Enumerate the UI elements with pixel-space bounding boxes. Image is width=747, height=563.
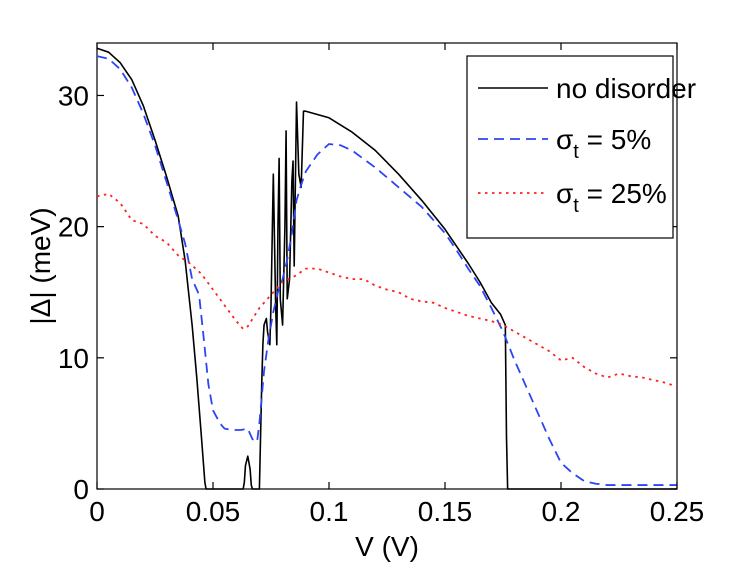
series-layer: [96, 47, 678, 490]
x-tick-label: 0.2: [542, 496, 581, 527]
legend-label-1: σt = 5%: [556, 124, 651, 163]
x-tick-label: 0.15: [418, 496, 473, 527]
legend-box: [466, 55, 674, 239]
legend-label-2: σt = 25%: [556, 178, 667, 217]
x-axis-label: V (V): [355, 531, 419, 562]
y-tick-label: 0: [73, 474, 89, 505]
y-axis-label: |Δ| (meV): [25, 207, 56, 324]
x-tick-label: 0.25: [650, 496, 705, 527]
y-tick-label: 30: [58, 80, 89, 111]
legend-label-0: no disorder: [556, 73, 696, 104]
series-line-0: [96, 47, 677, 490]
series-line-2: [96, 192, 678, 388]
legend: no disorder σt = 5% σt = 25%: [466, 55, 696, 239]
x-tick-label: 0: [89, 496, 105, 527]
ticks-layer: 0 0.05 0.1 0.15 0.2 0.25 0 10 20 30: [58, 43, 704, 527]
series-line-1: [96, 55, 677, 486]
y-tick-label: 10: [58, 343, 89, 374]
x-tick-label: 0.05: [186, 496, 241, 527]
y-tick-label: 20: [58, 212, 89, 243]
x-tick-label: 0.1: [310, 496, 349, 527]
